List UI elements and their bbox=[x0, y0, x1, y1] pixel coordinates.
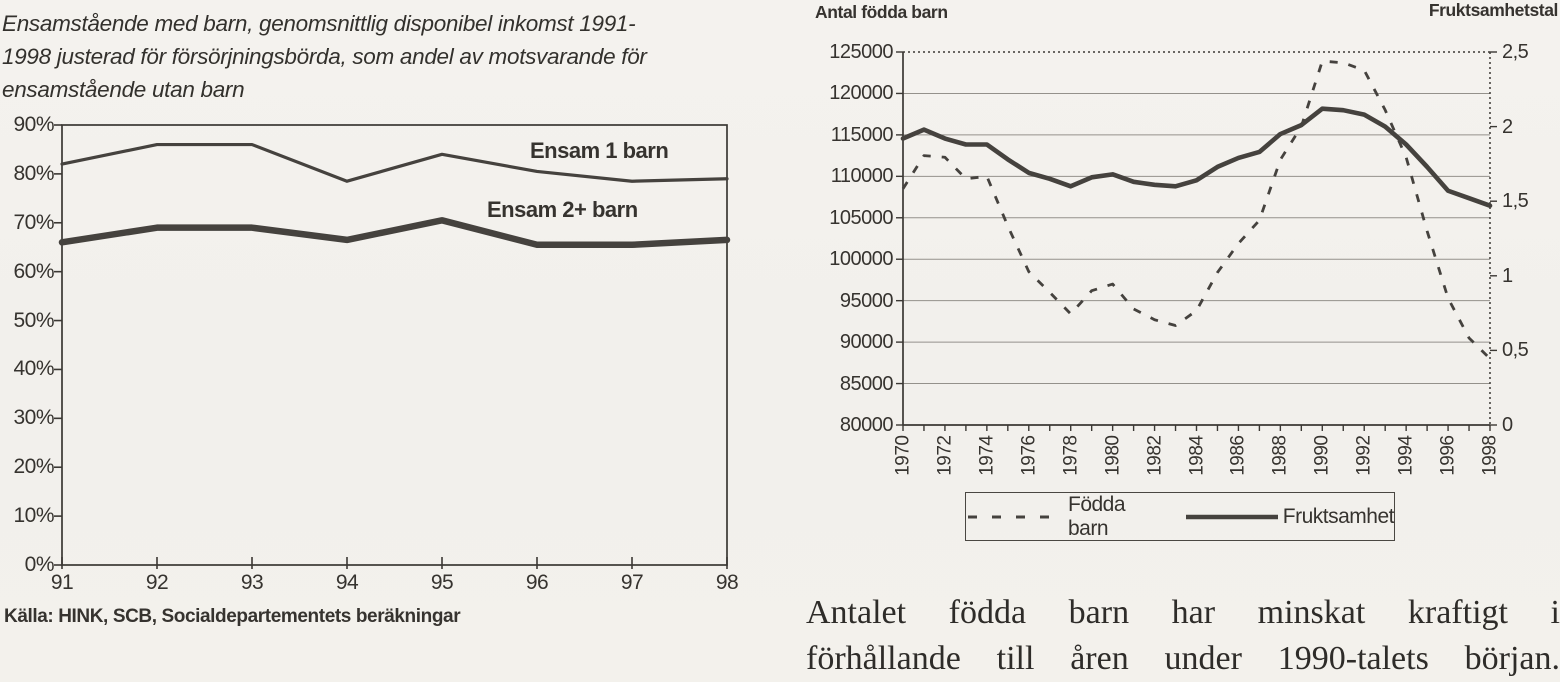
x-axis-tick-label: 96 bbox=[525, 571, 549, 594]
x-axis-tick-label: 1988 bbox=[1269, 435, 1291, 476]
right-chart-legend: Födda barn Fruktsamhet bbox=[965, 492, 1395, 541]
right-axis-tick-label: 0 bbox=[1502, 414, 1513, 436]
body-text-line-1: Antalet födda barn har minskat kraftigt … bbox=[806, 594, 1560, 631]
series-line-ensam-2-barn bbox=[58, 217, 731, 249]
left-chart-title-line-2: 1998 justerad för försörjningsbörda, som… bbox=[2, 44, 647, 69]
left-axis-tick-label: 110000 bbox=[830, 165, 894, 188]
left-axis-tick-label: 85000 bbox=[839, 372, 894, 395]
x-axis-tick-label: 98 bbox=[715, 571, 739, 594]
x-axis-tick-label: 1974 bbox=[976, 435, 998, 476]
left-axis-tick-label: 80000 bbox=[839, 414, 894, 436]
x-axis-tick-label: 92 bbox=[145, 571, 169, 594]
body-paragraph: Antalet födda barn har minskat kraftigt … bbox=[806, 590, 1560, 682]
series-label-ensam-2-barn: Ensam 2+ barn bbox=[487, 197, 638, 222]
y-axis-tick-label: 40% bbox=[13, 357, 54, 381]
x-axis-tick-label: 1986 bbox=[1227, 435, 1249, 476]
series-line-ensam-1-barn bbox=[60, 142, 729, 183]
x-axis-tick-label: 1998 bbox=[1479, 435, 1501, 476]
left-chart-title: Ensamstående med barn, genomsnittlig dis… bbox=[2, 7, 747, 106]
left-chart-title-line-1: Ensamstående med barn, genomsnittlig dis… bbox=[2, 11, 636, 36]
x-axis-tick-label: 1970 bbox=[892, 435, 914, 476]
right-axis-tick-label: 1,5 bbox=[1502, 190, 1529, 213]
x-axis-tick-label: 97 bbox=[620, 571, 644, 594]
right-axis-tick-label: 2 bbox=[1502, 115, 1513, 138]
x-axis-tick-label: 1976 bbox=[1018, 435, 1040, 476]
y-axis-tick-label: 30% bbox=[13, 406, 54, 430]
left-axis-tick-label: 95000 bbox=[839, 289, 894, 312]
x-axis-tick-label: 1984 bbox=[1186, 435, 1207, 476]
plot-border bbox=[61, 124, 728, 566]
x-axis-tick-label: 1980 bbox=[1102, 435, 1124, 476]
legend-dashed-line-sample bbox=[968, 515, 1060, 518]
left-chart-source: Källa: HINK, SCB, Socialdepartementets b… bbox=[4, 606, 461, 627]
x-axis-tick-label: 1992 bbox=[1353, 435, 1375, 476]
body-text-line-2: förhållande till åren under 1990-talets … bbox=[806, 640, 1560, 677]
y-axis-tick-label: 50% bbox=[13, 308, 54, 332]
x-axis-tick-label: 1994 bbox=[1395, 435, 1417, 476]
x-axis-tick-label: 91 bbox=[50, 571, 74, 594]
left-chart-title-line-3: ensamstående utan barn bbox=[2, 77, 245, 102]
right-axis-tick-label: 1 bbox=[1502, 264, 1513, 287]
y-axis-tick-label: 90% bbox=[13, 113, 54, 136]
right-chart-left-axis-title: Antal födda barn bbox=[815, 2, 948, 22]
right-chart-plot bbox=[896, 51, 1497, 431]
legend-label-fruktsamhet: Fruktsamhet bbox=[1282, 504, 1395, 528]
x-axis-tick-label: 1982 bbox=[1144, 435, 1166, 476]
legend-solid-line-sample bbox=[1185, 514, 1278, 519]
left-axis-tick-label: 90000 bbox=[839, 331, 894, 354]
left-axis-tick-label: 105000 bbox=[829, 206, 893, 229]
left-axis-tick-label: 125000 bbox=[829, 41, 893, 63]
left-axis-tick-label: 100000 bbox=[829, 248, 893, 271]
x-axis-tick-label: 1972 bbox=[934, 435, 956, 476]
x-axis-tick-label: 1990 bbox=[1311, 435, 1333, 476]
left-axis-tick-label: 120000 bbox=[829, 82, 893, 105]
series-label-ensam-1-barn: Ensam 1 barn bbox=[530, 138, 669, 163]
y-axis-tick-label: 0% bbox=[24, 553, 55, 576]
left-axis-tick-label: 115000 bbox=[830, 123, 894, 146]
y-axis-tick-label: 80% bbox=[13, 161, 54, 185]
left-chart-plot bbox=[54, 124, 731, 569]
series-line-f-dda-barn bbox=[901, 59, 1491, 360]
x-axis-tick-label: 93 bbox=[240, 571, 264, 594]
right-chart-right-axis-title: Fruktsamhetstal bbox=[1428, 0, 1559, 20]
right-axis-tick-label: 0,5 bbox=[1502, 339, 1529, 362]
legend-label-fodda-barn: Födda barn bbox=[1068, 492, 1126, 540]
y-axis-tick-label: 60% bbox=[13, 259, 54, 283]
series-line-fruktsamhet bbox=[900, 106, 1493, 208]
x-axis-tick-label: 95 bbox=[430, 571, 454, 594]
gridlines bbox=[903, 92, 1490, 385]
axis-ticks bbox=[896, 51, 1497, 431]
y-axis-tick-label: 70% bbox=[13, 210, 54, 234]
right-axis-tick-label: 2,5 bbox=[1502, 41, 1529, 63]
x-axis-tick-label: 1996 bbox=[1437, 435, 1459, 476]
x-axis-tick-label: 1978 bbox=[1060, 435, 1082, 476]
y-axis-tick-label: 10% bbox=[13, 504, 54, 528]
axis-ticks bbox=[54, 124, 728, 569]
y-axis-tick-label: 20% bbox=[13, 455, 54, 479]
x-axis-tick-label: 94 bbox=[335, 571, 359, 594]
